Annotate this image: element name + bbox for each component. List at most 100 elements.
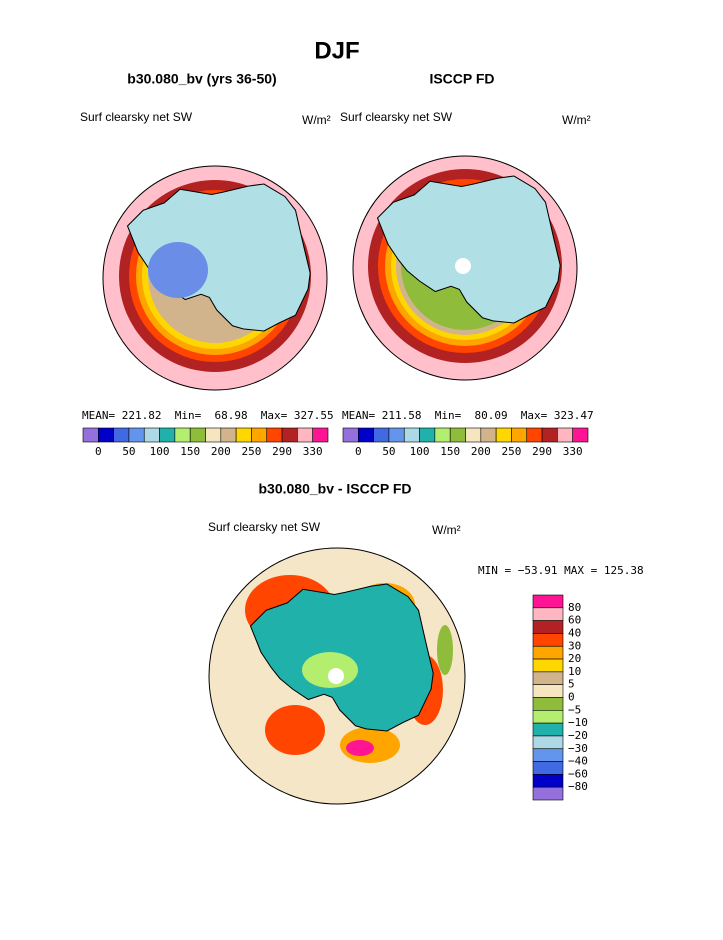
colorbar-box	[541, 427, 558, 443]
pole-hole	[328, 668, 344, 684]
panel-units: W/m²	[302, 113, 331, 127]
figure-title: DJF	[314, 37, 359, 64]
colorbar-box	[220, 427, 237, 443]
colorbar-box	[532, 607, 564, 621]
colorbar-label: 0	[355, 445, 362, 458]
colorbar-label: 200	[471, 445, 491, 458]
colorbar-label: 10	[568, 665, 581, 678]
colorbar-box	[532, 645, 564, 660]
colorbar-label: 0	[568, 691, 575, 704]
colorbar-box	[572, 427, 589, 443]
colorbar-label: 100	[150, 445, 170, 458]
colorbar-label: 250	[242, 445, 262, 458]
map-observed	[352, 155, 578, 381]
colorbar-box	[159, 427, 176, 443]
colorbar-box	[480, 427, 497, 443]
colorbar-box	[532, 786, 564, 801]
colorbar-box	[449, 427, 466, 443]
map-border	[208, 547, 466, 805]
colorbar-box	[388, 427, 405, 443]
colorbar-label: −60	[568, 767, 588, 780]
colorbar-label: 290	[272, 445, 292, 458]
panel-title: b30.080_bv - ISCCP FD	[258, 481, 411, 497]
colorbar-label: 30	[568, 639, 581, 652]
colorbar-label: 330	[303, 445, 323, 458]
colorbar-box	[235, 427, 252, 443]
colorbar-box	[189, 427, 206, 443]
colorbar-box	[532, 620, 564, 634]
colorbar-box	[532, 594, 564, 609]
colorbar-box	[419, 427, 436, 443]
colorbar-label: −80	[568, 780, 588, 793]
colorbar-label: −40	[568, 755, 588, 768]
colorbar-box	[113, 427, 130, 443]
panel-label: Surf clearsky net SW	[208, 520, 321, 534]
map-region	[302, 652, 358, 688]
colorbar-box	[266, 427, 283, 443]
colorbar-label: 5	[568, 678, 575, 691]
colorbar-label: 290	[532, 445, 552, 458]
colorbar-label: −5	[568, 703, 581, 716]
map-model	[102, 165, 328, 391]
colorbar-label: 20	[568, 652, 581, 665]
colorbar-label: 250	[502, 445, 522, 458]
map-region	[437, 625, 453, 675]
colorbar-box	[403, 427, 420, 443]
colorbar-box	[373, 427, 390, 443]
colorbar-box	[511, 427, 528, 443]
colorbar-box	[358, 427, 374, 443]
map-region	[265, 705, 325, 755]
panel-units: W/m²	[562, 113, 591, 127]
colorbar-box	[98, 427, 114, 443]
colorbar-box	[532, 658, 564, 673]
stats: MIN = −53.91 MAX = 125.38	[478, 564, 644, 577]
colorbar-box	[174, 427, 191, 443]
colorbar-box	[532, 633, 564, 647]
colorbar-box	[557, 427, 573, 443]
colorbar-box	[526, 427, 543, 443]
colorbar-label: 150	[440, 445, 460, 458]
panel-units: W/m²	[432, 523, 461, 537]
colorbar-label: 40	[568, 626, 581, 639]
colorbar-box	[465, 427, 482, 443]
colorbar-label: 150	[180, 445, 200, 458]
colorbar-box	[532, 710, 564, 724]
colorbar-box	[312, 427, 329, 443]
map-region	[148, 242, 208, 298]
colorbar-box	[532, 774, 564, 788]
colorbar-label: 100	[410, 445, 430, 458]
colorbar-box	[532, 748, 564, 762]
colorbar-label: −10	[568, 716, 588, 729]
colorbar-box	[205, 427, 222, 443]
colorbar-box	[495, 427, 512, 443]
colorbar-label: 60	[568, 614, 581, 627]
colorbar-box	[532, 735, 564, 750]
pole-hole	[455, 258, 471, 274]
colorbar-label: 330	[563, 445, 583, 458]
map-border	[102, 165, 328, 391]
colorbar-box	[532, 697, 564, 711]
colorbar-box	[532, 684, 564, 698]
colorbar-label: −20	[568, 729, 588, 742]
colorbar-box	[82, 427, 99, 443]
colorbar-box	[281, 427, 298, 443]
stats: MEAN= 211.58 Min= 80.09 Max= 323.47	[342, 409, 594, 422]
colorbar-label: 200	[211, 445, 231, 458]
colorbar-label: 50	[382, 445, 395, 458]
colorbar-box	[297, 427, 313, 443]
panel-title: b30.080_bv (yrs 36-50)	[127, 71, 276, 87]
colorbar-box	[143, 427, 160, 443]
colorbar-box	[532, 671, 564, 685]
map-difference	[208, 547, 466, 805]
colorbar-box	[128, 427, 145, 443]
panel-title: ISCCP FD	[429, 71, 494, 87]
colorbar-box	[532, 722, 564, 737]
colorbar: 0 50 100 150 200 250 290 330	[342, 427, 589, 458]
panel-label: Surf clearsky net SW	[340, 110, 453, 124]
colorbar-box	[251, 427, 268, 443]
map-region	[346, 740, 374, 756]
